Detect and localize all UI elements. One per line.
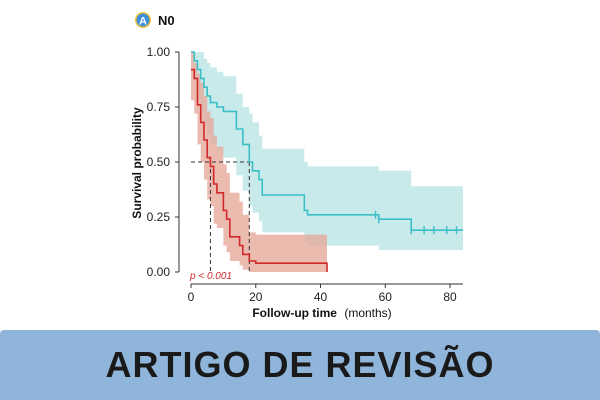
p-value-annotation: p < 0.001 — [189, 271, 232, 282]
censor-marks — [374, 210, 458, 235]
badge-circle — [136, 13, 150, 27]
y-tick-label: 0.00 — [147, 265, 171, 279]
banner-title: ARTIGO DE REVISÃO — [105, 344, 495, 385]
panel-title: N0 — [158, 13, 175, 28]
x-axis-label-main: Follow-up time — [252, 306, 337, 320]
teal-ci-band — [191, 52, 463, 250]
y-ticks: 0.00 0.25 0.50 0.75 1.00 — [147, 45, 179, 279]
x-tick-label: 20 — [249, 290, 263, 304]
confidence-bands — [191, 52, 463, 272]
survival-curves — [191, 51, 463, 272]
y-axis-label: Survival probability — [130, 107, 144, 219]
red-ci-band — [191, 52, 327, 272]
x-tick-label: 0 — [188, 290, 195, 304]
y-tick-label: 1.00 — [147, 45, 171, 59]
red-survival-line — [191, 68, 328, 272]
x-ticks: 0 20 40 60 80 — [188, 284, 457, 304]
y-tick-label: 0.50 — [147, 155, 171, 169]
y-tick-label: 0.25 — [147, 210, 171, 224]
y-tick-label: 0.75 — [147, 100, 171, 114]
x-axis-label-unit: (months) — [344, 306, 391, 320]
article-type-banner: ARTIGO DE REVISÃO — [0, 330, 600, 400]
x-axis-label: Follow-up time (months) — [252, 306, 391, 320]
x-tick-label: 80 — [443, 290, 457, 304]
x-tick-label: 60 — [379, 290, 393, 304]
km-chart: A N0 0.00 0.25 0.50 0.75 1.00 0 20 40 60 80 Surv… — [130, 12, 463, 320]
badge-letter: A — [139, 16, 147, 28]
teal-survival-line — [191, 51, 463, 231]
x-tick-label: 40 — [314, 290, 328, 304]
